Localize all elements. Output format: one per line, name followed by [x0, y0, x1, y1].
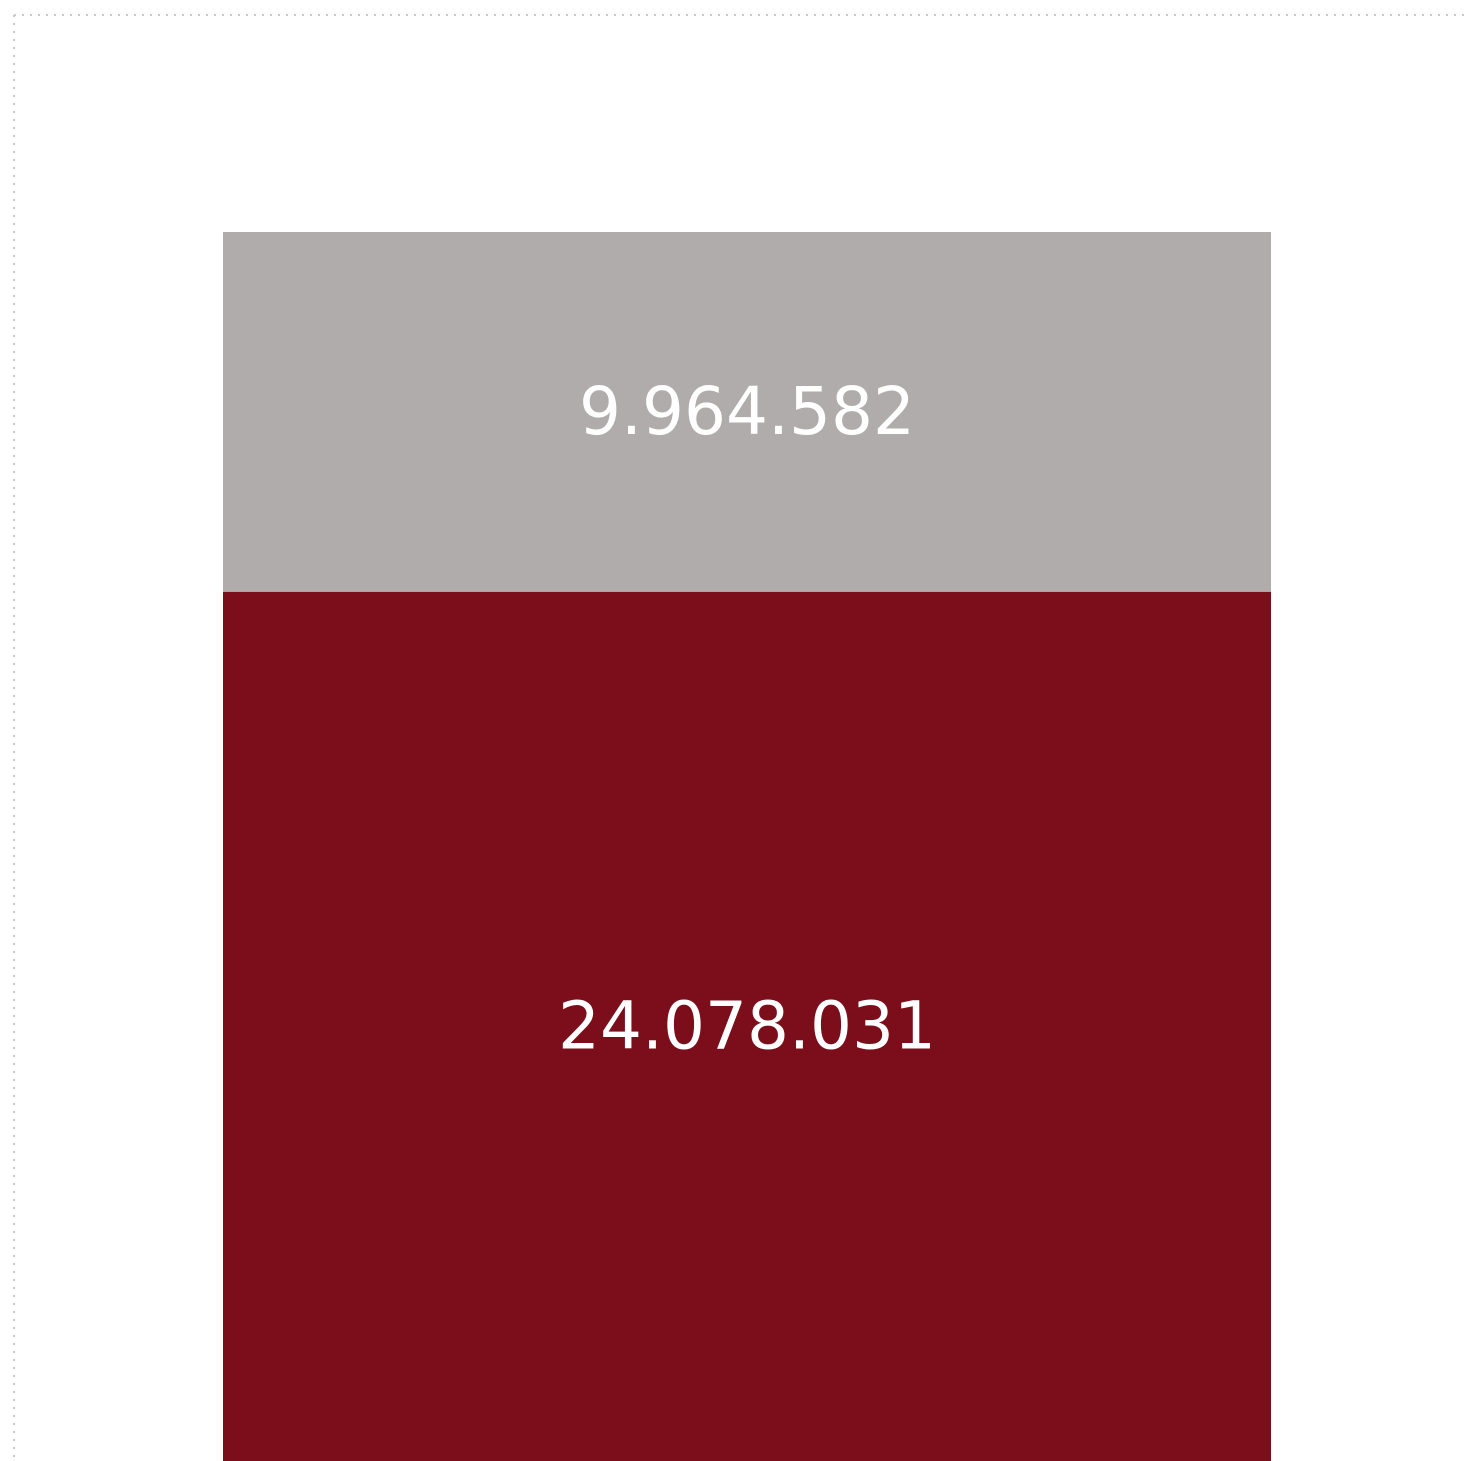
value-label: 24.078.031 [558, 987, 936, 1064]
bar-segment [223, 591, 1271, 1461]
value-label: 9.964.582 [579, 373, 915, 450]
bar-segment [223, 232, 1271, 592]
